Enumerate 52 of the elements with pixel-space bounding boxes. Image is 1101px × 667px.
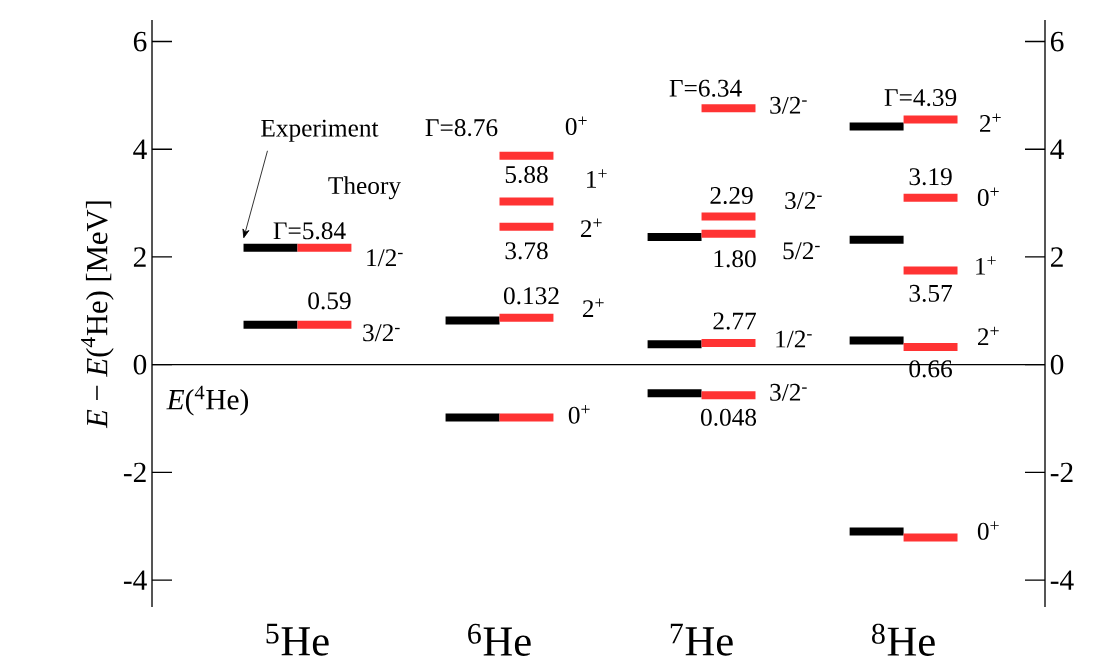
y-tick-label: -4 (123, 570, 147, 590)
annotation: 1$^{+}$ (976, 256, 996, 275)
annotation: 0.132 (503, 287, 559, 305)
annotation: 0$^{+}$ (977, 187, 999, 207)
x-tick-label: $^{6}$He (468, 623, 531, 656)
y2-tick-label: -4 (1050, 570, 1074, 590)
annotation: Experiment (261, 119, 379, 142)
annotation: 3/2$^{-}$ (363, 324, 400, 342)
annotation: 3.78 (505, 242, 548, 260)
annotation: 5/2$^{-}$ (783, 242, 820, 260)
y-tick-label: 6 (133, 31, 147, 52)
annotation: 3.19 (909, 168, 952, 186)
annotation: 3/2$^{-}$ (785, 192, 822, 210)
y-tick-label: -2 (123, 462, 146, 483)
annotation: 2$^{+}$ (978, 326, 999, 346)
y-tick-label: 0 (133, 354, 147, 375)
y2-tick-label: -2 (1050, 462, 1073, 483)
y2-tick-label: 6 (1050, 31, 1064, 52)
y2-tick-label: 4 (1050, 139, 1064, 159)
annotation: 2.29 (710, 186, 753, 205)
x-tick-label: $^{8}$He (872, 623, 935, 657)
x-tick-label: $^{7}$He (670, 623, 733, 656)
annotation: 1.80 (714, 250, 756, 268)
x-tick-label: $^{5}$He (266, 623, 329, 656)
annotation: 0$^{+}$ (977, 521, 999, 540)
annotation: 1/2$^{-}$ (367, 249, 403, 267)
annotation: 3.57 (909, 284, 953, 302)
legend-label: E($^{4}$He) (166, 385, 249, 416)
annotation: 0$^{+}$ (565, 116, 587, 136)
annotation: 1$^{+}$ (587, 169, 607, 188)
annotation: 0.048 (701, 408, 757, 426)
annotation: Γ=4.39 (884, 89, 957, 107)
y-tick-label: 4 (133, 139, 147, 159)
annotation: Γ=6.34 (669, 79, 742, 97)
annotation: 0.59 (308, 292, 351, 310)
annotation: 0.66 (909, 360, 952, 378)
annotation: Γ=8.76 (425, 119, 498, 137)
y-tick-label: 2 (133, 247, 146, 267)
y2-tick-label: 0 (1050, 354, 1064, 375)
annotation: 2$^{+}$ (980, 113, 1001, 132)
annotation: 5.88 (505, 165, 548, 184)
annotation: 2.77 (713, 312, 756, 330)
annotation: Γ=5.84 (273, 222, 346, 240)
annotation: 1/2$^{-}$ (776, 330, 812, 348)
annotation: 2$^{+}$ (580, 218, 602, 237)
annotation: 3/2$^{-}$ (770, 383, 807, 401)
annotation: 2$^{+}$ (582, 298, 604, 317)
annotation: 3/2$^{-}$ (770, 96, 807, 114)
annotation: Theory (328, 176, 401, 200)
y2-tick-label: 2 (1051, 247, 1063, 267)
annotation: 0$^{+}$ (568, 405, 590, 424)
y-axis-title: E − E($^{4}$He) [MeV] (81, 201, 114, 429)
